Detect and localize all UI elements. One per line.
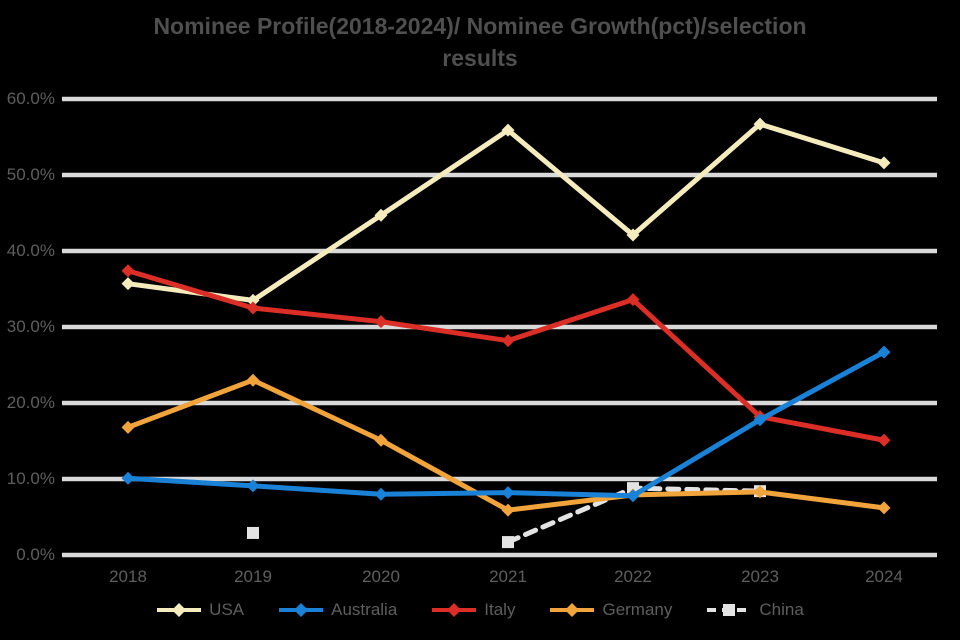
data-point-italy-2021 xyxy=(501,334,515,348)
legend-item-italy[interactable]: Italy xyxy=(431,600,515,620)
data-point-germany-2021 xyxy=(501,503,515,517)
legend-label: USA xyxy=(209,600,245,619)
data-point-usa-2020 xyxy=(374,208,388,222)
chart-title-line2: results xyxy=(442,45,518,71)
data-point-usa-2021 xyxy=(501,123,515,137)
chart-legend: USA Australia Italy Germany China xyxy=(0,600,960,620)
series-australia xyxy=(121,345,891,503)
legend-item-china[interactable]: China xyxy=(706,600,804,620)
series-usa xyxy=(121,117,891,307)
data-point-germany-2019 xyxy=(246,373,260,387)
data-point-italy-2024 xyxy=(877,433,891,447)
data-point-italy-2020 xyxy=(374,315,388,329)
x-tick-label: 2019 xyxy=(234,567,272,586)
series-line-australia xyxy=(125,349,887,499)
data-point-germany-2020 xyxy=(374,433,388,447)
x-tick-label: 2023 xyxy=(741,567,779,586)
legend-item-australia[interactable]: Australia xyxy=(278,600,397,620)
data-point-usa-2022 xyxy=(626,228,640,242)
legend-label: Germany xyxy=(602,600,673,619)
data-point-australia-2021 xyxy=(501,486,515,500)
legend-item-germany[interactable]: Germany xyxy=(549,600,672,620)
data-point-australia-2018 xyxy=(121,471,135,485)
data-point-italy-2022 xyxy=(626,293,640,307)
data-point-usa-2023 xyxy=(753,117,767,131)
data-point-usa-2024 xyxy=(877,156,891,170)
data-point-germany-2018 xyxy=(121,420,135,434)
data-point-germany-2023 xyxy=(753,485,767,499)
x-tick-label: 2020 xyxy=(362,567,400,586)
legend-swatch-icon xyxy=(432,603,477,617)
data-point-italy-2019 xyxy=(246,301,260,315)
x-tick-label: 2024 xyxy=(865,567,903,586)
data-point-usa-2018 xyxy=(121,277,135,291)
data-point-germany-2024 xyxy=(877,501,891,515)
data-point-italy-2018 xyxy=(121,264,135,278)
data-point-china-2019 xyxy=(247,526,259,539)
chart-title-line1: Nominee Profile(2018-2024)/ Nominee Grow… xyxy=(153,13,807,39)
y-tick-label: 10.0% xyxy=(6,469,55,488)
series-line-usa xyxy=(125,121,887,303)
chart-title: Nominee Profile(2018-2024)/ Nominee Grow… xyxy=(0,10,960,74)
data-point-australia-2023 xyxy=(753,413,767,427)
y-tick-label: 50.0% xyxy=(6,165,55,184)
data-point-china-2021 xyxy=(502,536,514,549)
data-point-australia-2019 xyxy=(246,479,260,493)
legend-label: Italy xyxy=(484,600,516,619)
x-tick-label: 2021 xyxy=(489,567,527,586)
legend-swatch-icon xyxy=(157,603,202,617)
legend-swatch-icon xyxy=(707,604,752,616)
y-tick-label: 60.0% xyxy=(6,89,55,108)
data-point-australia-2024 xyxy=(877,345,891,359)
y-tick-label: 40.0% xyxy=(6,241,55,260)
y-tick-label: 20.0% xyxy=(6,393,55,412)
x-tick-label: 2022 xyxy=(614,567,652,586)
legend-label: China xyxy=(759,600,804,619)
legend-item-usa[interactable]: USA xyxy=(156,600,244,620)
series-italy xyxy=(121,264,891,447)
data-point-australia-2020 xyxy=(374,487,388,501)
y-tick-label: 30.0% xyxy=(6,317,55,336)
y-tick-label: 0.0% xyxy=(16,545,55,564)
x-tick-label: 2018 xyxy=(109,567,147,586)
legend-swatch-icon xyxy=(279,603,324,617)
data-point-australia-2022 xyxy=(626,489,640,503)
legend-label: Australia xyxy=(331,600,398,619)
legend-swatch-icon xyxy=(550,603,595,617)
data-point-usa-2019 xyxy=(246,293,260,307)
